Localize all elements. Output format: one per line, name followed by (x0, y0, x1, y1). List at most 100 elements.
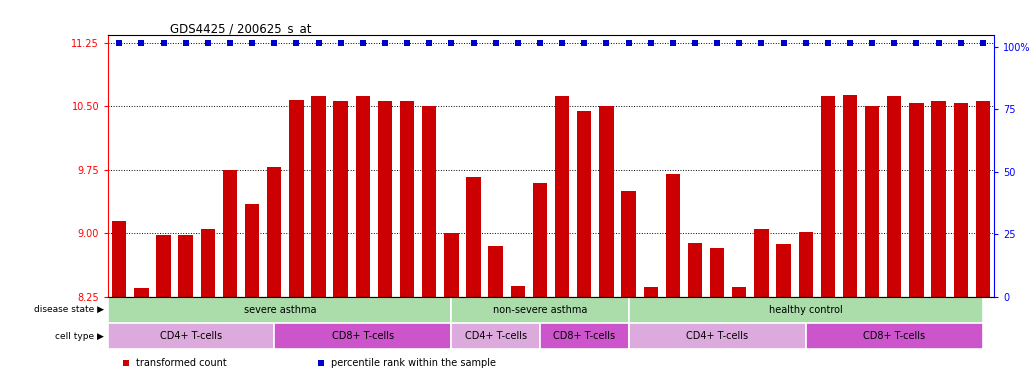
Text: transformed count: transformed count (137, 358, 228, 368)
Bar (112, 221, 127, 297)
Bar (577, 111, 591, 297)
Bar (555, 96, 570, 297)
Point (244, 40, 261, 46)
Bar (754, 229, 768, 297)
Bar (267, 167, 281, 297)
Point (598, 40, 615, 46)
Bar (451, 297, 628, 323)
Bar (777, 244, 791, 297)
Point (177, 40, 194, 46)
Point (377, 40, 393, 46)
Bar (887, 96, 901, 297)
Point (620, 40, 637, 46)
Bar (599, 106, 614, 297)
Text: CD4+ T-cells: CD4+ T-cells (686, 331, 748, 341)
Bar (821, 96, 835, 297)
Bar (511, 286, 525, 297)
Point (776, 40, 792, 46)
Point (643, 40, 659, 46)
Text: CD8+ T-cells: CD8+ T-cells (332, 331, 393, 341)
Point (930, 40, 947, 46)
Bar (444, 233, 458, 297)
Point (466, 40, 482, 46)
Bar (621, 191, 636, 297)
Bar (274, 323, 451, 349)
Bar (644, 286, 658, 297)
Bar (488, 246, 503, 297)
Point (576, 40, 592, 46)
Bar (628, 297, 983, 323)
Bar (422, 106, 437, 297)
Bar (355, 96, 370, 297)
Point (221, 40, 238, 46)
Bar (108, 323, 274, 349)
Point (953, 40, 969, 46)
Point (842, 40, 858, 46)
Bar (909, 103, 924, 297)
Bar (378, 101, 392, 297)
Bar (931, 101, 946, 297)
Bar (865, 106, 880, 297)
Bar (451, 323, 540, 349)
Bar (843, 96, 857, 297)
Bar (245, 204, 260, 297)
Text: healthy control: healthy control (768, 305, 843, 315)
Bar (134, 288, 148, 297)
Point (908, 40, 925, 46)
Bar (533, 182, 547, 297)
Bar (108, 297, 451, 323)
Bar (665, 174, 680, 297)
Text: CD4+ T-cells: CD4+ T-cells (160, 331, 222, 341)
Bar (688, 243, 702, 297)
Bar (710, 248, 724, 297)
Point (111, 40, 128, 46)
Bar (289, 100, 304, 297)
Text: cell type ▶: cell type ▶ (55, 331, 104, 341)
Text: GDS4425 / 200625_s_at: GDS4425 / 200625_s_at (170, 22, 312, 35)
Text: disease state ▶: disease state ▶ (34, 305, 104, 314)
Point (886, 40, 902, 46)
Bar (975, 101, 990, 297)
Point (156, 40, 172, 46)
Point (421, 40, 438, 46)
Point (687, 40, 703, 46)
Text: percentile rank within the sample: percentile rank within the sample (332, 358, 496, 368)
Point (487, 40, 504, 46)
Point (864, 40, 881, 46)
Text: CD8+ T-cells: CD8+ T-cells (863, 331, 925, 341)
Bar (311, 96, 325, 297)
Point (974, 40, 991, 46)
Bar (628, 323, 805, 349)
Point (310, 40, 327, 46)
Point (510, 40, 526, 46)
Point (709, 40, 725, 46)
Bar (467, 177, 481, 297)
Point (117, 360, 134, 366)
Text: severe asthma: severe asthma (243, 305, 316, 315)
Point (731, 40, 748, 46)
Bar (222, 170, 237, 297)
Point (820, 40, 836, 46)
Point (133, 40, 149, 46)
Bar (334, 101, 348, 297)
Bar (805, 323, 983, 349)
Point (288, 40, 305, 46)
Point (531, 40, 548, 46)
Point (266, 40, 282, 46)
Bar (798, 232, 813, 297)
Text: CD8+ T-cells: CD8+ T-cells (553, 331, 615, 341)
Point (664, 40, 681, 46)
Point (554, 40, 571, 46)
Point (200, 40, 216, 46)
Bar (157, 235, 171, 297)
Bar (954, 103, 968, 297)
Point (333, 40, 349, 46)
Point (797, 40, 814, 46)
Point (399, 40, 415, 46)
Bar (201, 229, 215, 297)
Text: non-severe asthma: non-severe asthma (492, 305, 587, 315)
Bar (400, 101, 414, 297)
Point (753, 40, 769, 46)
Bar (732, 286, 747, 297)
Point (354, 40, 371, 46)
